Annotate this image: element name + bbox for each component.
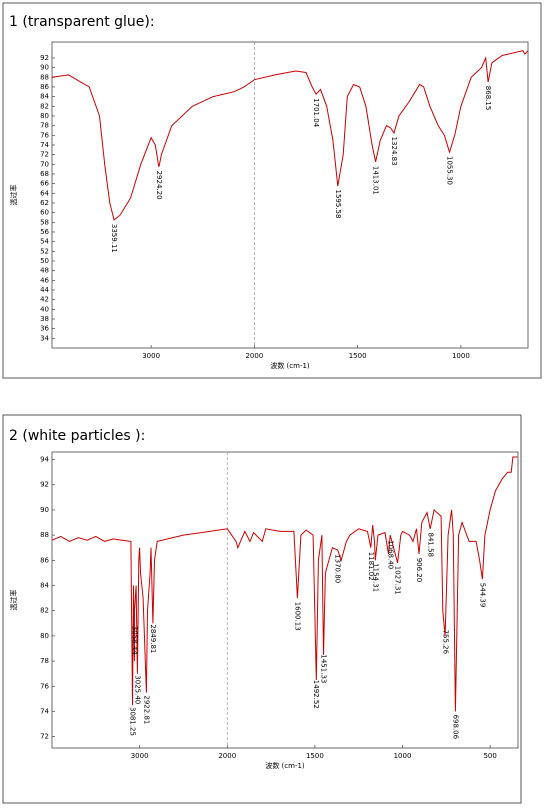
y-tick-label: 58 (40, 218, 49, 226)
x-tick-label: 1000 (452, 352, 470, 360)
y-axis-label: 透过率 (9, 185, 18, 206)
y-tick-label: 88 (40, 531, 49, 539)
y-tick-label: 86 (40, 83, 49, 91)
y-tick-label: 84 (40, 582, 49, 590)
x-axis-label: 波数 (cm-1) (270, 361, 310, 370)
y-tick-label: 50 (40, 257, 49, 265)
peak-label: 3058.44 (131, 626, 139, 655)
y-tick-label: 38 (40, 315, 49, 323)
peak-label: 1492.52 (312, 680, 320, 709)
y-tick-label: 44 (40, 286, 49, 294)
y-tick-label: 94 (40, 456, 49, 464)
y-tick-label: 82 (40, 102, 49, 110)
peak-label: 1068.40 (387, 540, 395, 569)
peak-label: 1370.80 (334, 554, 342, 583)
x-tick-label: 1500 (306, 752, 324, 760)
peak-label: 906.20 (415, 558, 423, 583)
x-tick-label: 1500 (349, 352, 367, 360)
y-tick-label: 36 (40, 325, 49, 333)
y-tick-label: 90 (40, 506, 49, 514)
y-tick-label: 82 (40, 607, 49, 615)
peak-label: 1600.13 (293, 602, 301, 631)
y-tick-label: 66 (40, 180, 49, 188)
peak-label: 1701.04 (312, 98, 320, 127)
peak-label: 3025.40 (133, 675, 141, 704)
y-tick-label: 48 (40, 267, 49, 275)
peak-label: 1055.30 (446, 156, 454, 185)
y-tick-label: 72 (40, 151, 49, 159)
x-tick-label: 2000 (218, 752, 236, 760)
peak-label: 2849.81 (149, 624, 157, 653)
x-tick-label: 2000 (245, 352, 263, 360)
peak-label: 1595.58 (334, 190, 342, 219)
peak-label: 3359.11 (110, 224, 118, 253)
peak-label: 1154.31 (372, 563, 380, 592)
y-tick-label: 92 (40, 481, 49, 489)
x-tick-label: 1000 (394, 752, 412, 760)
peak-label: 755.26 (441, 630, 449, 655)
plot-area (51, 41, 529, 349)
plot-area (51, 451, 519, 749)
x-axis-label: 波数 (cm-1) (265, 761, 305, 770)
y-tick-label: 80 (40, 112, 49, 120)
peak-label: 1451.33 (319, 654, 327, 683)
y-tick-label: 74 (40, 707, 49, 715)
y-tick-label: 68 (40, 170, 49, 178)
peak-label: 1413.01 (372, 166, 380, 195)
chart-title: 2 (white particles ): (9, 428, 145, 444)
y-tick-label: 90 (40, 64, 49, 72)
y-tick-label: 60 (40, 209, 49, 217)
peak-label: 1324.83 (390, 137, 398, 166)
y-tick-label: 52 (40, 247, 49, 255)
y-tick-label: 64 (40, 189, 49, 197)
y-tick-label: 84 (40, 93, 49, 101)
y-tick-label: 42 (40, 296, 49, 304)
x-tick-label: 3000 (131, 752, 149, 760)
y-tick-label: 74 (40, 141, 49, 149)
y-tick-label: 92 (40, 54, 49, 62)
y-tick-label: 62 (40, 199, 49, 207)
y-tick-label: 40 (40, 305, 49, 313)
spectrum-line (51, 50, 529, 221)
y-tick-label: 70 (40, 160, 49, 168)
y-tick-label: 86 (40, 556, 49, 564)
y-tick-label: 56 (40, 228, 49, 236)
y-tick-label: 46 (40, 276, 49, 284)
y-tick-label: 78 (40, 657, 49, 665)
x-tick-label: 3000 (142, 352, 160, 360)
y-tick-label: 76 (40, 131, 49, 139)
peak-label: 1027.31 (394, 566, 402, 595)
y-axis-label: 透过率 (9, 590, 18, 611)
x-tick-label: 500 (483, 752, 496, 760)
y-tick-label: 76 (40, 682, 49, 690)
y-tick-label: 54 (40, 238, 49, 246)
y-tick-label: 72 (40, 733, 49, 741)
y-tick-label: 34 (40, 334, 49, 342)
peak-label: 841.58 (426, 533, 434, 558)
y-tick-label: 88 (40, 73, 49, 81)
peak-label: 2922.81 (142, 695, 150, 724)
peak-label: 1181.02 (367, 552, 375, 581)
peak-label: 3081.25 (129, 707, 137, 736)
peak-label: 698.06 (451, 715, 459, 740)
chart-title: 1 (transparent glue): (9, 14, 155, 30)
y-tick-label: 78 (40, 122, 49, 130)
spectrum-line (51, 456, 518, 712)
peak-label: 868.15 (484, 86, 492, 111)
peak-label: 544.39 (478, 583, 486, 608)
peak-label: 2924.20 (155, 171, 163, 200)
y-tick-label: 80 (40, 632, 49, 640)
